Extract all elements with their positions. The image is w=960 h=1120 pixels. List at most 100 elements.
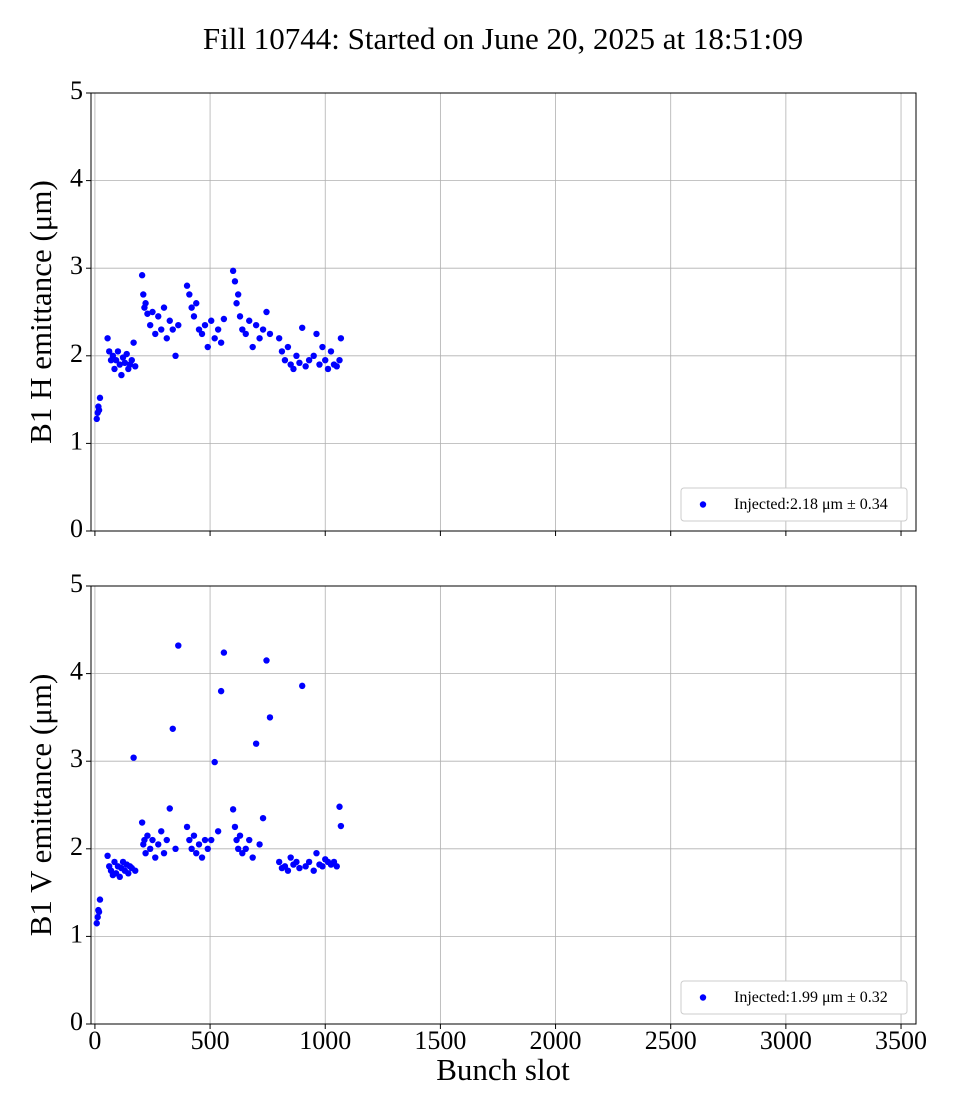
y-tick-label: 0 — [70, 514, 83, 543]
data-point — [158, 326, 165, 333]
data-point — [214, 828, 222, 835]
data-point — [290, 365, 297, 373]
data-point — [217, 339, 225, 346]
data-point — [95, 908, 103, 916]
data-point — [246, 317, 253, 324]
data-point — [118, 371, 125, 379]
data-point — [172, 845, 179, 852]
data-point — [313, 849, 320, 857]
data-point — [220, 649, 228, 656]
data-point — [242, 845, 249, 852]
data-point — [144, 832, 151, 839]
data-point — [163, 335, 170, 342]
data-point — [234, 291, 242, 298]
data-point — [310, 867, 317, 874]
legend-box — [680, 487, 908, 522]
data-point — [337, 335, 345, 342]
data-point — [233, 300, 240, 307]
data-point — [266, 330, 274, 338]
data-point — [130, 339, 137, 346]
data-point — [259, 326, 267, 333]
data-point — [132, 363, 139, 370]
data-point — [158, 828, 165, 835]
data-point — [231, 823, 239, 831]
data-point — [169, 326, 176, 333]
data-point — [327, 348, 335, 355]
data-point — [190, 313, 198, 320]
x-axis-label: Bunch slot — [436, 1052, 570, 1087]
data-point — [142, 300, 149, 307]
data-point — [319, 343, 326, 351]
data-point — [132, 867, 139, 874]
data-point — [229, 806, 237, 813]
y-tick-label: 3 — [70, 251, 83, 280]
data-point — [266, 714, 274, 721]
data-point — [229, 267, 237, 275]
data-point — [138, 272, 146, 279]
data-point — [336, 803, 343, 810]
y-tick-label: 1 — [70, 426, 83, 455]
data-point — [201, 321, 209, 329]
data-point — [211, 758, 218, 766]
data-point — [116, 361, 123, 368]
data-point — [155, 841, 162, 848]
data-point — [234, 845, 242, 852]
data-point — [204, 343, 211, 351]
y-tick-label: 5 — [70, 76, 83, 105]
data-point — [293, 352, 300, 359]
data-point — [252, 321, 260, 329]
chart-title: Fill 10744: Started on June 20, 2025 at … — [203, 21, 803, 56]
data-point — [160, 849, 168, 857]
data-point — [296, 864, 303, 872]
data-point — [231, 278, 239, 285]
y-tick-label: 0 — [70, 1007, 83, 1036]
data-point — [220, 315, 228, 323]
data-point — [313, 330, 320, 338]
data-point — [96, 896, 104, 903]
data-point — [302, 863, 309, 870]
y-tick-label: 2 — [70, 339, 83, 368]
data-point — [256, 335, 263, 342]
y-tick-label: 4 — [70, 657, 83, 686]
legend-label: Injected:1.99 μm ± 0.32 — [734, 989, 888, 1006]
data-point — [275, 335, 283, 342]
data-point — [249, 854, 256, 861]
data-point — [138, 819, 146, 826]
data-point — [278, 348, 286, 355]
data-point — [217, 687, 225, 695]
data-point — [116, 873, 123, 881]
data-point — [104, 852, 111, 860]
data-point — [121, 359, 129, 367]
data-point — [104, 335, 111, 342]
data-point — [198, 854, 206, 861]
data-point — [123, 350, 130, 358]
data-point — [96, 394, 104, 402]
data-point — [166, 317, 173, 324]
data-point — [142, 849, 149, 857]
data-point — [193, 300, 200, 307]
data-point — [175, 321, 182, 329]
data-point — [310, 352, 317, 359]
data-point — [111, 365, 118, 373]
data-point — [183, 282, 191, 289]
x-tick-label: 1000 — [299, 1026, 351, 1055]
data-point — [195, 841, 203, 848]
data-point — [152, 854, 159, 861]
data-point — [163, 836, 170, 844]
data-point — [305, 356, 313, 364]
data-point — [333, 863, 340, 870]
data-point — [146, 321, 154, 329]
data-point — [284, 343, 292, 351]
data-point — [201, 836, 209, 844]
y-axis-label: B1 V emittance (μm) — [23, 674, 58, 937]
data-point — [149, 836, 156, 844]
data-point — [259, 814, 267, 822]
data-point — [111, 858, 118, 866]
data-point — [169, 725, 176, 732]
x-tick-label: 2500 — [645, 1026, 697, 1055]
data-point — [319, 863, 326, 870]
legend-marker — [699, 501, 707, 508]
legend-box — [680, 980, 908, 1015]
x-tick-label: 0 — [88, 1026, 101, 1055]
